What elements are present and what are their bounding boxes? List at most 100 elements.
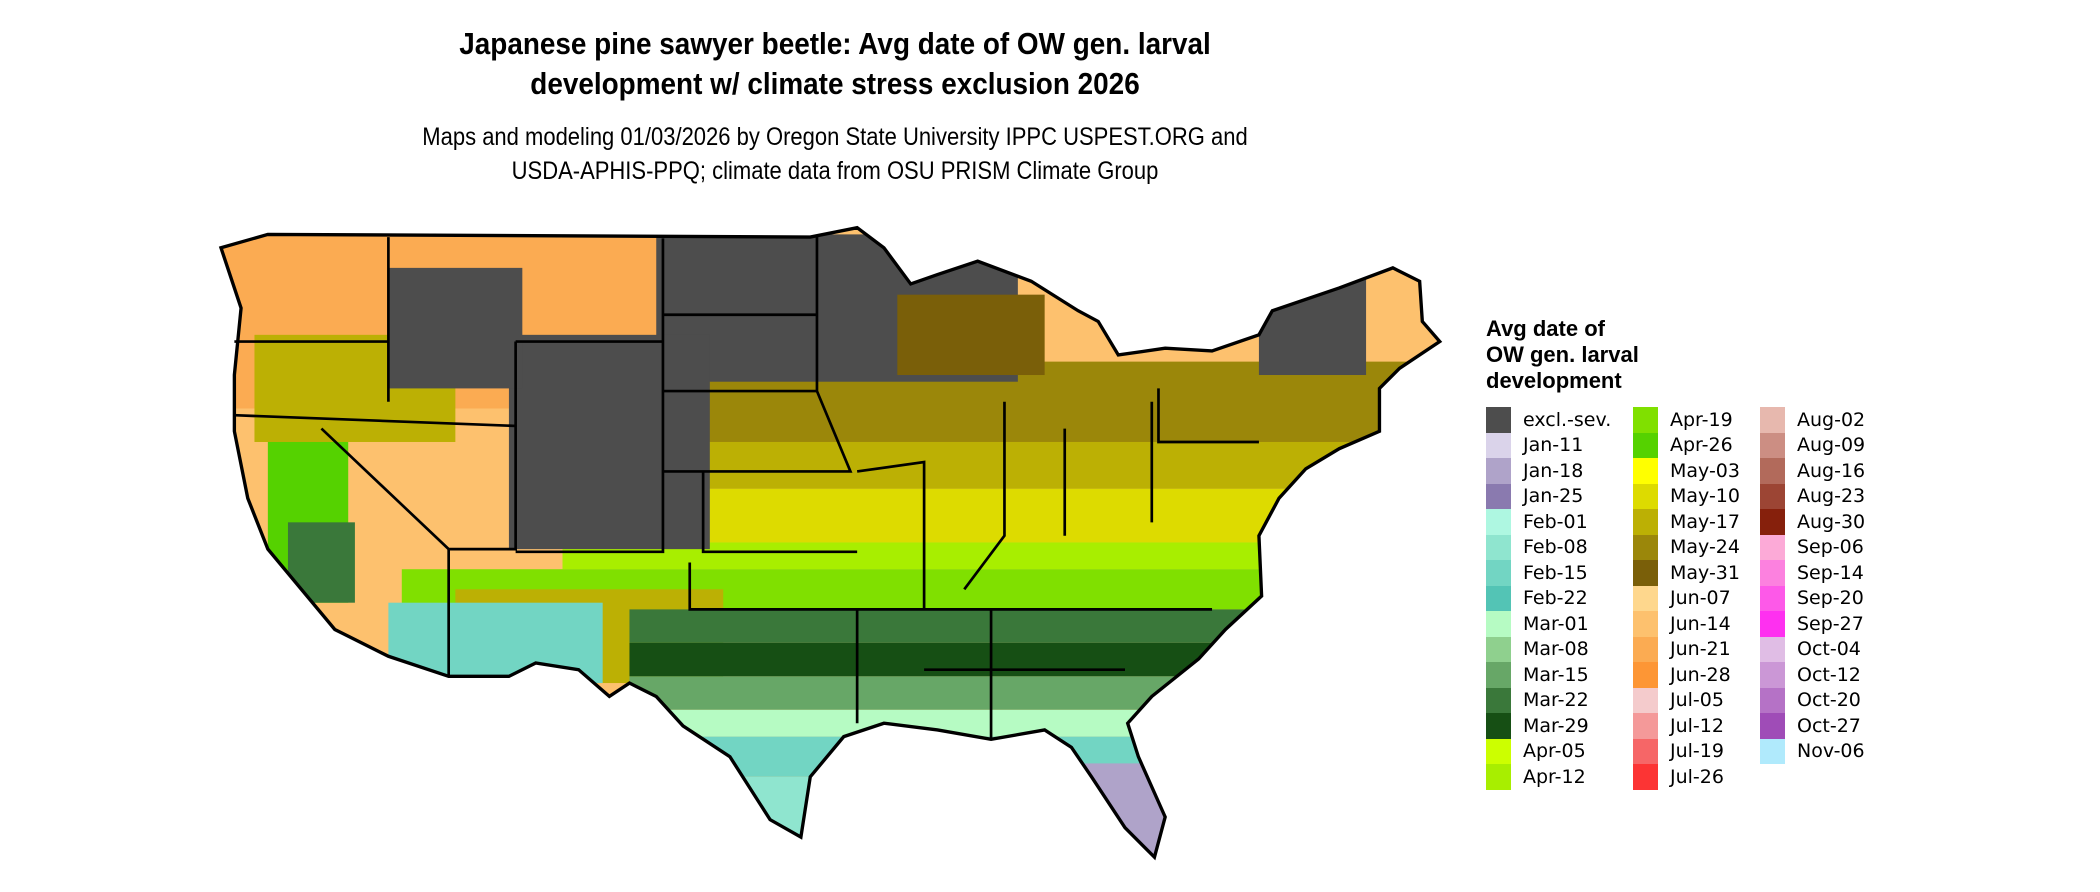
legend-swatch [1633,407,1658,433]
legend-swatch [1760,483,1785,509]
legend-item: Sep-06 [1760,534,1864,560]
legend-item: Jan-11 [1486,432,1584,458]
legend-swatch [1486,764,1511,790]
legend-swatch [1760,662,1785,688]
legend-item: Oct-04 [1760,636,1861,662]
legend-label: Jul-26 [1670,765,1724,788]
legend-item: Jan-18 [1486,458,1583,484]
legend-item: Mar-22 [1486,687,1589,713]
legend-item: Sep-14 [1760,560,1864,586]
legend-label: Aug-23 [1797,485,1866,508]
us-outline [218,225,1443,861]
legend-label: excl.-sev. [1523,408,1612,431]
legend-item: May-03 [1633,458,1740,484]
legend-swatch [1633,764,1658,790]
legend-label: Jun-14 [1670,612,1731,635]
legend-label: Aug-09 [1797,434,1866,457]
development-date-raster [220,227,1440,858]
legend-item: Aug-09 [1760,432,1866,458]
legend-swatch [1760,560,1785,586]
legend-label: Oct-12 [1797,663,1861,686]
legend-label: Apr-12 [1523,765,1586,788]
legend-swatch [1486,458,1511,484]
legend-label: Feb-08 [1523,536,1588,559]
legend-swatch [1486,432,1511,458]
legend-label: Jan-11 [1523,434,1584,457]
legend-swatch [1486,560,1511,586]
legend-item: May-31 [1633,560,1740,586]
legend-label: Sep-20 [1797,587,1864,610]
legend-label: Feb-01 [1523,510,1588,533]
legend-item: Jun-28 [1633,662,1731,688]
legend-swatch [1486,483,1511,509]
map-subtitle-line-1: Maps and modeling 01/03/2026 by Oregon S… [422,123,1248,151]
legend-item: Aug-30 [1760,509,1865,535]
legend-swatch [1633,636,1658,662]
legend-swatch [1486,687,1511,713]
legend-item: Jun-14 [1633,611,1731,637]
legend-swatch [1633,687,1658,713]
legend-item: Feb-01 [1486,509,1588,535]
legend-label: May-10 [1670,485,1740,508]
legend-label: Oct-04 [1797,638,1861,661]
legend-item: excl.-sev. [1486,407,1611,433]
legend-item: Sep-20 [1760,585,1864,611]
legend-item: Oct-27 [1760,713,1861,739]
legend-swatch [1760,432,1785,458]
legend-item: Jul-19 [1633,738,1724,764]
legend-swatch [1486,738,1511,764]
legend-label: May-31 [1670,561,1740,584]
legend-swatch [1486,585,1511,611]
legend-label: Mar-22 [1523,689,1589,712]
legend-item: Apr-12 [1486,764,1586,790]
legend-swatch [1760,585,1785,611]
legend-swatch [1633,483,1658,509]
legend-swatch [1486,713,1511,739]
legend-label: Jul-12 [1670,714,1724,737]
legend-label: May-24 [1670,536,1740,559]
legend-item: Jul-26 [1633,764,1724,790]
legend-item: Jul-12 [1633,713,1724,739]
legend-swatch [1633,738,1658,764]
legend-swatch [1760,738,1785,764]
legend-item: Mar-01 [1486,611,1589,637]
legend-swatch [1760,636,1785,662]
legend-swatch [1760,611,1785,637]
legend-label: Sep-06 [1797,536,1864,559]
legend-title-line: Avg date of [1486,316,1605,341]
legend-label: Apr-19 [1670,408,1733,431]
legend-label: Apr-26 [1670,434,1733,457]
legend-item: Apr-19 [1633,407,1733,433]
map-title-line-2: development w/ climate stress exclusion … [530,66,1140,101]
legend-swatch [1760,534,1785,560]
legend-swatch [1633,585,1658,611]
legend-label: Aug-30 [1797,510,1866,533]
legend-item: May-24 [1633,534,1740,560]
map-title-line-1: Japanese pine sawyer beetle: Avg date of… [459,26,1211,61]
legend-swatch [1486,662,1511,688]
legend-title-line: OW gen. larval [1486,342,1639,367]
legend-label: Aug-02 [1797,408,1866,431]
legend-label: Jul-19 [1670,740,1724,763]
legend-swatch [1633,534,1658,560]
legend-label: Mar-15 [1523,663,1589,686]
legend-item: Feb-08 [1486,534,1588,560]
legend-label: Nov-06 [1797,740,1865,763]
legend-item: Jul-05 [1633,687,1724,713]
legend-label: Mar-01 [1523,612,1589,635]
legend-label: May-17 [1670,510,1740,533]
legend-item: Apr-05 [1486,738,1586,764]
legend-swatch [1633,713,1658,739]
legend-label: Oct-27 [1797,714,1861,737]
legend-swatch [1633,458,1658,484]
legend-item: Aug-02 [1760,407,1865,433]
legend-swatch [1633,662,1658,688]
legend-label: May-03 [1670,459,1740,482]
legend-swatch [1633,560,1658,586]
legend-item: May-10 [1633,483,1740,509]
map-subtitle-line-2: USDA-APHIS-PPQ; climate data from OSU PR… [511,157,1159,185]
legend-label: Feb-22 [1523,587,1588,610]
legend-swatch [1633,611,1658,637]
legend-label: Oct-20 [1797,689,1861,712]
